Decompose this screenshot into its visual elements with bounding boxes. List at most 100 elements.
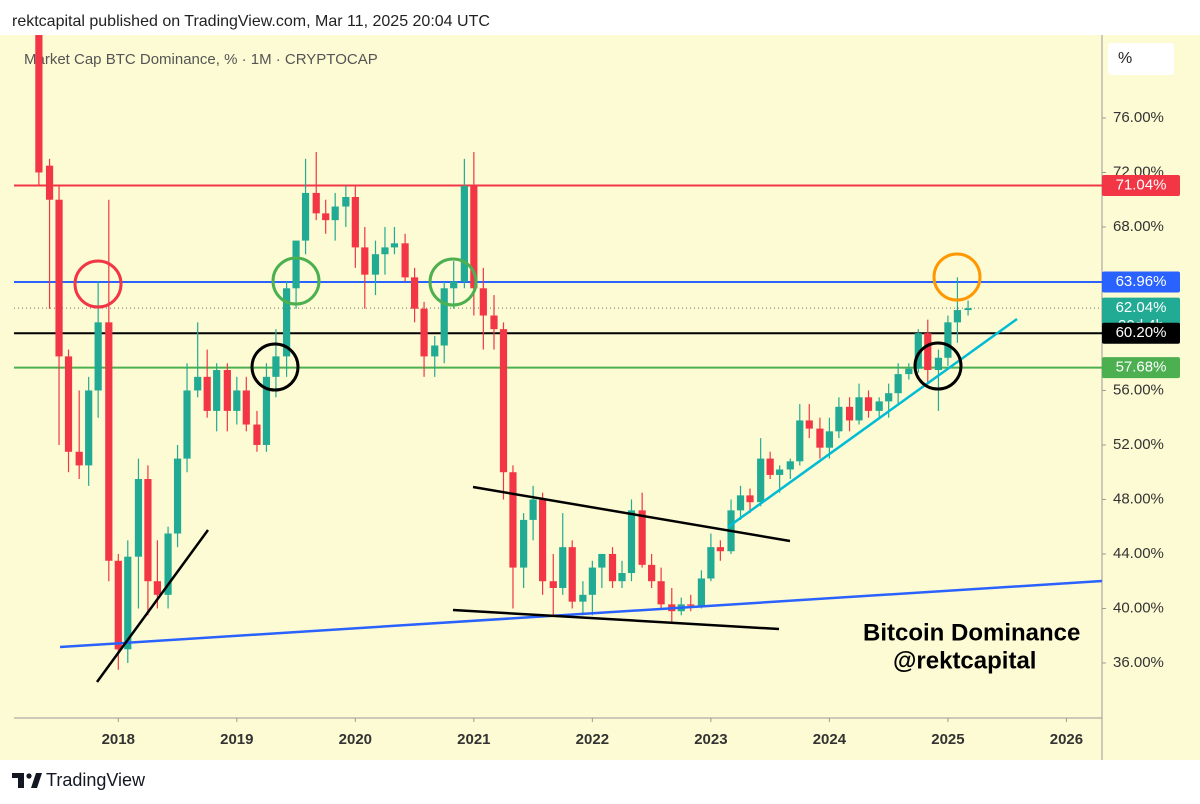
level-label-box [1102, 322, 1180, 344]
trendline [727, 317, 1018, 529]
highlight-circle [271, 256, 321, 306]
candle-body [55, 199, 63, 357]
y-tick-label: 36.00% [1113, 654, 1164, 671]
candle-body [627, 510, 636, 574]
candle-body [855, 397, 863, 421]
candle-body [588, 567, 596, 595]
annotation: @rektcapital [893, 647, 1036, 674]
candle-body [964, 308, 972, 311]
level-label: 62.04% [1116, 299, 1167, 316]
candle-body [657, 581, 665, 605]
candle-body [835, 406, 843, 432]
highlight-circle [73, 259, 123, 309]
candle-body [944, 322, 952, 358]
x-tick-label: 2022 [576, 731, 609, 748]
candle-body [894, 374, 902, 394]
y-tick-label: 52.00% [1113, 436, 1164, 453]
candle-body [716, 547, 724, 552]
candle-body [905, 368, 913, 375]
candle-body [94, 322, 102, 391]
candle-body [301, 192, 310, 241]
candle-body [499, 329, 508, 473]
candle-body [736, 495, 745, 511]
highlight-circle [428, 257, 478, 307]
candle-body [450, 281, 458, 289]
level-label: 60.20% [1116, 324, 1167, 341]
candle-body [825, 431, 834, 448]
candle-body [401, 243, 409, 278]
candle-body [351, 196, 359, 248]
candle-body [253, 424, 261, 445]
chart-title: Market Cap BTC Dominance, % · 1M · CRYPT… [24, 51, 378, 68]
logo-part [31, 773, 42, 788]
footer-logo [12, 773, 42, 788]
candle-body [223, 370, 231, 411]
candle-body [687, 604, 695, 606]
candle-body [105, 322, 113, 561]
plot [35, 35, 972, 670]
x-tick-label: 2025 [931, 731, 964, 748]
candle-body [322, 213, 330, 221]
candle-body [213, 370, 221, 411]
trendline [59, 579, 1103, 649]
candle-body [953, 310, 962, 323]
candle-body [381, 247, 389, 255]
candle-body [786, 461, 794, 470]
candle-body [875, 401, 883, 411]
axis-unit: % [1118, 50, 1132, 67]
candle-body [410, 277, 419, 309]
candle-body [805, 420, 813, 429]
logo-part [12, 773, 24, 788]
level-label: 63.96% [1116, 273, 1167, 290]
footer-brand: TradingView [46, 770, 146, 790]
candle-body [114, 560, 122, 650]
x-tick-label: 2021 [457, 731, 490, 748]
candle-body [35, 35, 43, 173]
level-label-box [1102, 357, 1180, 379]
x-tick-label: 2026 [1050, 731, 1083, 748]
x-tick-label: 2024 [813, 731, 847, 748]
highlight-circle [913, 341, 963, 391]
candle-body [144, 479, 152, 582]
level-label-box [1102, 175, 1180, 197]
candle-body [134, 479, 143, 557]
level-label: 71.04% [1116, 177, 1167, 194]
candle-body [440, 288, 448, 346]
candle-body [697, 578, 706, 606]
candle-body [618, 573, 626, 582]
candle-body [331, 206, 339, 221]
candle-body [648, 564, 656, 582]
unit-box [1108, 43, 1174, 75]
candle-body [776, 469, 784, 475]
candle-body [282, 288, 291, 357]
candle-body [479, 288, 487, 316]
candle-body [538, 499, 547, 582]
trendline [472, 485, 791, 543]
x-tick-label: 2018 [102, 731, 135, 748]
y-tick-label: 48.00% [1113, 490, 1164, 507]
candle-body [864, 397, 873, 411]
candle-body [608, 553, 617, 582]
candle-body [124, 556, 132, 650]
candle-body [757, 458, 765, 503]
candle-body [746, 495, 754, 503]
candle-body [194, 376, 202, 391]
candle-body [153, 581, 162, 595]
candle-body [312, 192, 320, 214]
x-tick-label: 2019 [220, 731, 253, 748]
candle-body [242, 390, 250, 425]
candle-body [559, 547, 567, 589]
candle-body [707, 547, 715, 579]
header: rektcapital published on TradingView.com… [12, 13, 490, 30]
y-tick-label: 56.00% [1113, 381, 1164, 398]
candle-body [64, 356, 73, 452]
candle-body [796, 420, 804, 462]
candle-body [934, 357, 943, 371]
candle-body [233, 390, 241, 411]
candle-body [292, 240, 300, 289]
level-label: 57.68% [1116, 359, 1167, 376]
candle-body [85, 390, 93, 466]
candle-body [638, 510, 646, 565]
y-tick-label: 76.00% [1113, 109, 1164, 126]
